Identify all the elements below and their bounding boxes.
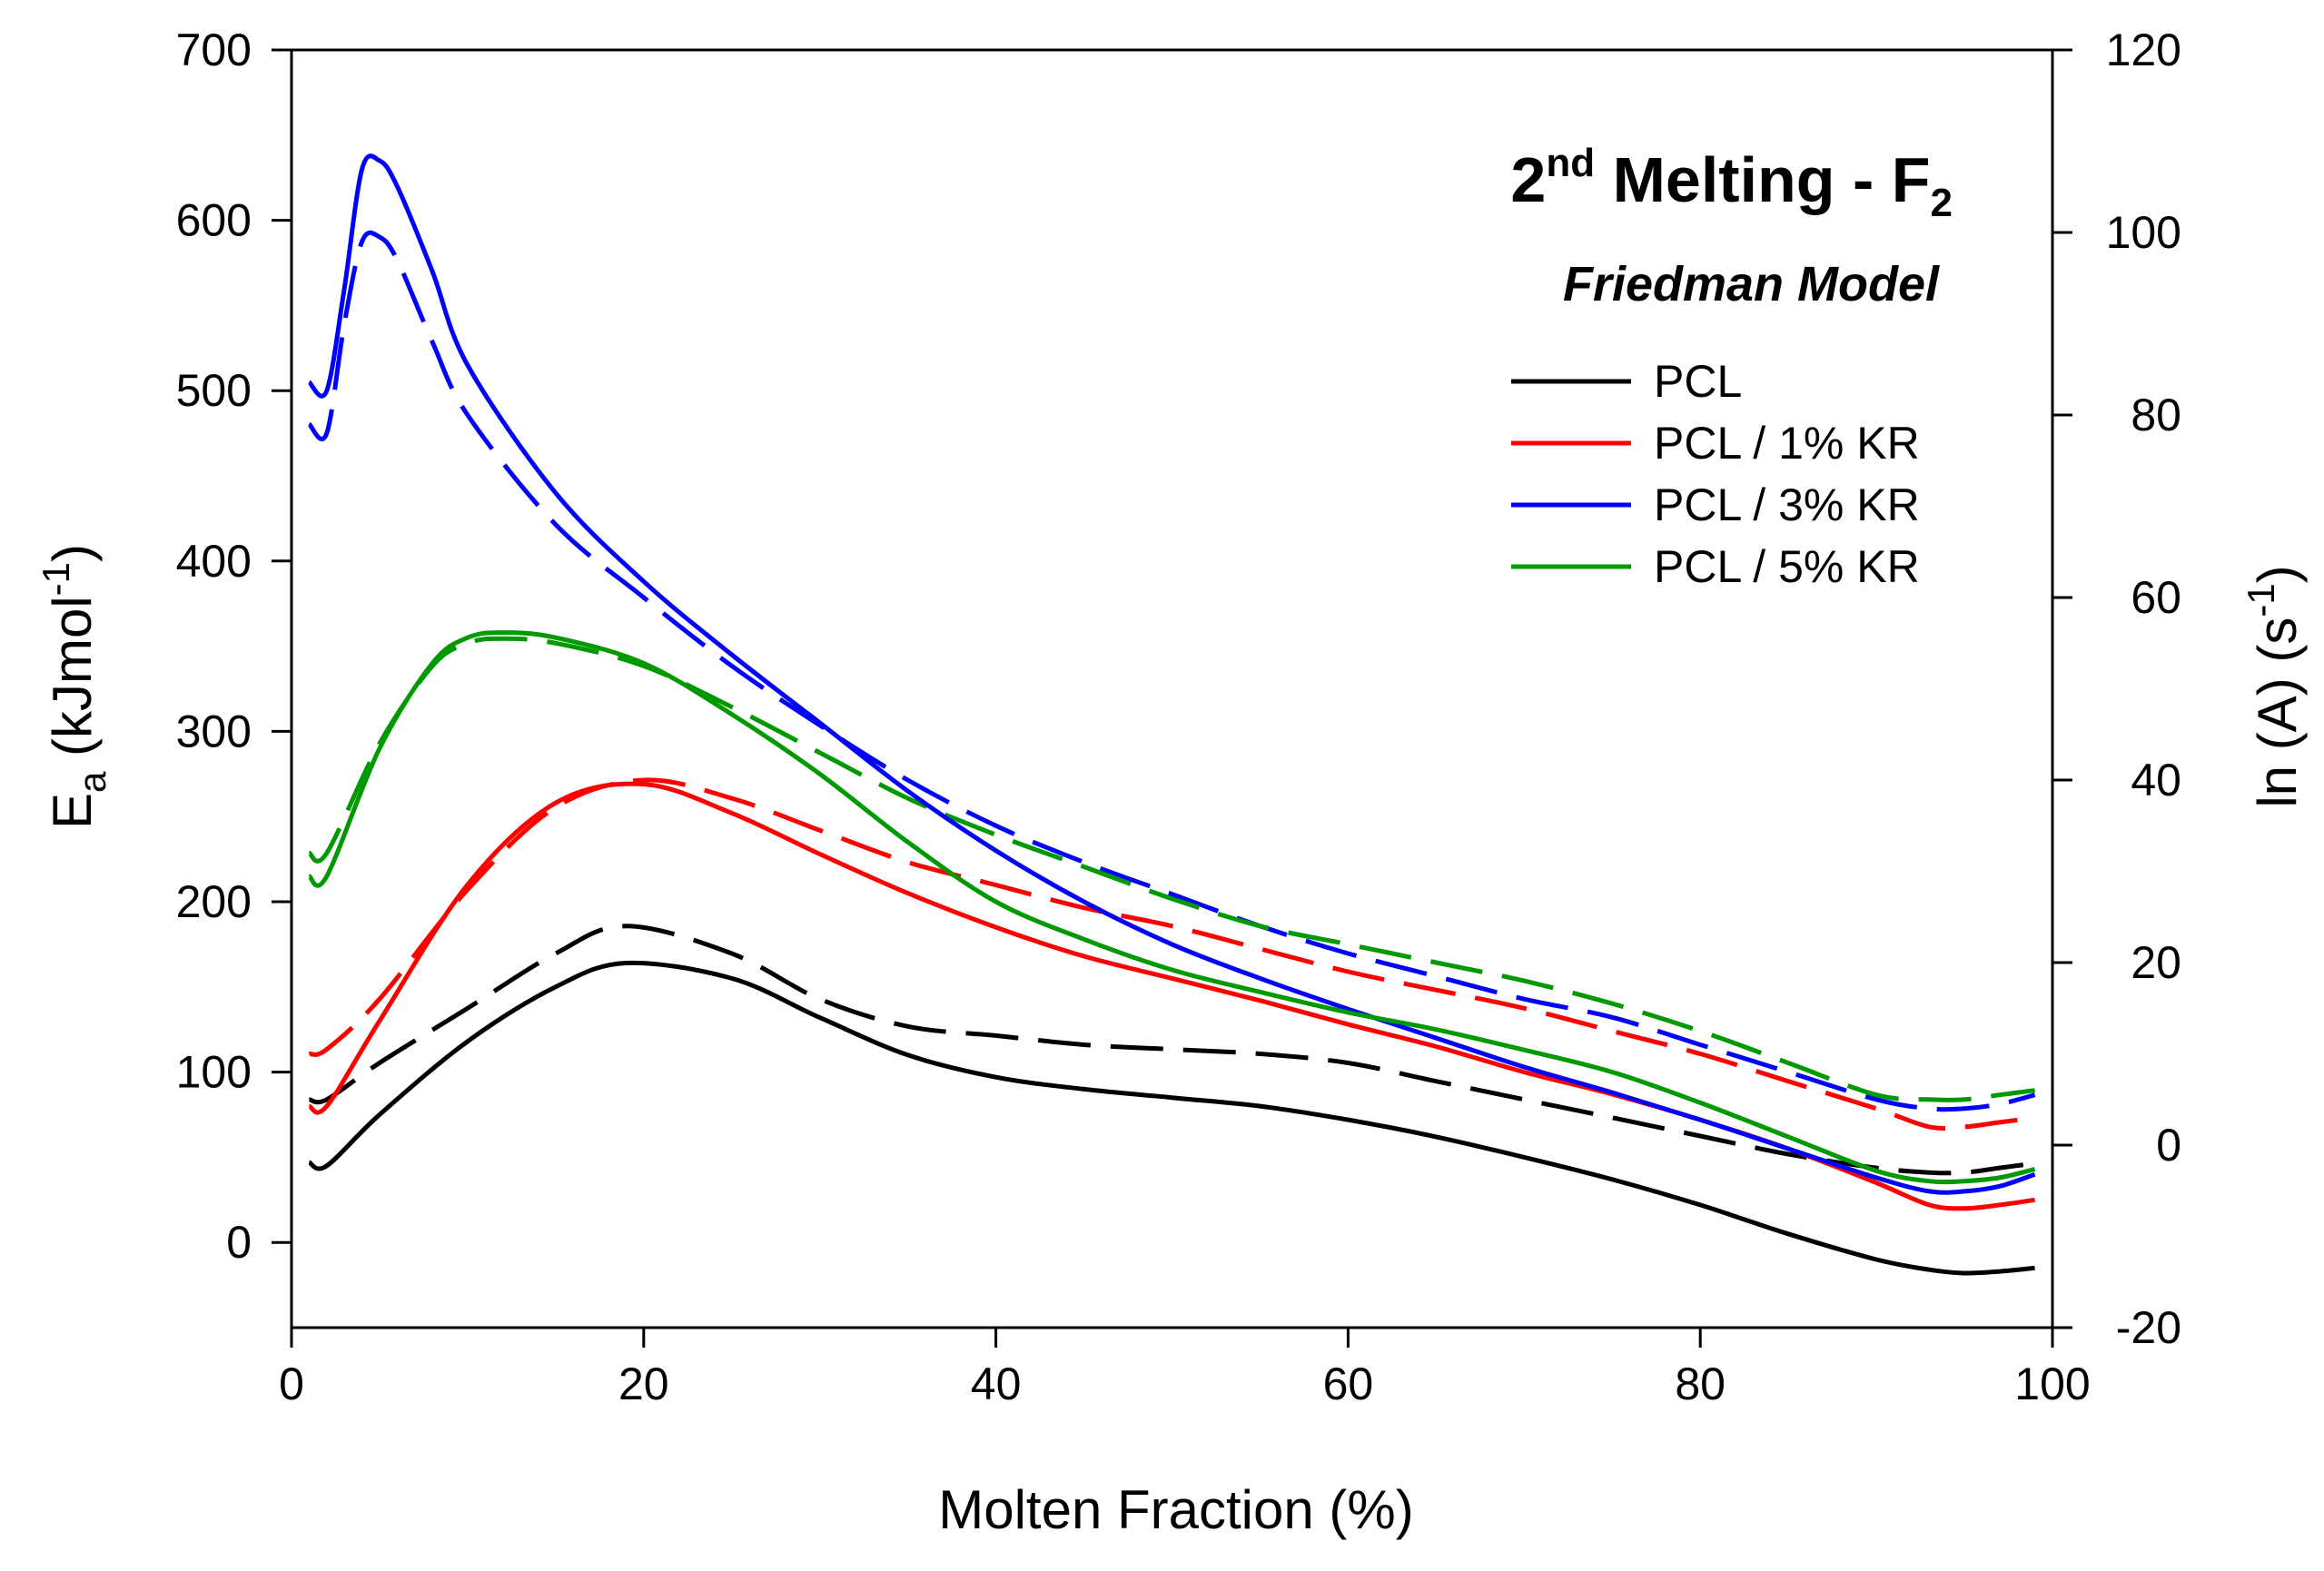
y-left-tick-label: 0 bbox=[226, 1217, 252, 1268]
series-lines bbox=[306, 153, 2036, 1276]
y-axis-title-left: Ea (kJmol-1) bbox=[35, 544, 114, 829]
y-right-tick-label: 20 bbox=[2131, 937, 2181, 988]
chart-title-prefix: 2 bbox=[1510, 144, 1546, 215]
legend-label-pcl-3-kr: PCL / 3% KR bbox=[1654, 479, 1920, 530]
y-left-title-subscript: a bbox=[71, 771, 114, 793]
y-right-tick-label: 40 bbox=[2131, 755, 2181, 805]
legend-label-pcl-1-kr: PCL / 1% KR bbox=[1654, 418, 1920, 469]
x-tick-label: 60 bbox=[1323, 1359, 1374, 1409]
y-left-tick-label: 400 bbox=[176, 536, 252, 587]
legend-label-pcl-5-kr: PCL / 5% KR bbox=[1654, 541, 1920, 592]
x-axis-title: Molten Fraction (%) bbox=[938, 1479, 1413, 1540]
x-tick-label: 100 bbox=[2014, 1359, 2090, 1409]
chart-title-superscript: nd bbox=[1546, 141, 1595, 185]
y-right-title-prefix: ln (A) (s bbox=[2247, 618, 2308, 808]
legend-label-pcl: PCL bbox=[1654, 356, 1742, 407]
chart-title-main: Melting - F bbox=[1595, 144, 1930, 215]
x-tick-label: 0 bbox=[279, 1359, 304, 1409]
x-tick-label: 20 bbox=[618, 1359, 669, 1409]
y-left-tick-label: 300 bbox=[176, 706, 252, 756]
y-left-title-base: E bbox=[42, 793, 103, 829]
series-line-pcl-ea bbox=[308, 960, 2035, 1276]
y-right-tick-label: 100 bbox=[2106, 207, 2181, 258]
x-tick-label: 40 bbox=[971, 1359, 1022, 1409]
y-left-tick-label: 100 bbox=[176, 1047, 252, 1098]
series-line-pcl-ln-a bbox=[308, 924, 2035, 1176]
y-left-title-end: ) bbox=[42, 544, 103, 562]
plot-frame bbox=[290, 48, 2054, 1329]
y-left-tick-label: 200 bbox=[176, 876, 252, 927]
y-right-tick-label: 80 bbox=[2131, 390, 2181, 440]
series-line-pcl-5-kr-ea bbox=[306, 630, 2036, 1185]
tick-marks bbox=[272, 48, 2072, 1348]
y-right-tick-label: 120 bbox=[2106, 25, 2181, 75]
y-right-tick-label: -20 bbox=[2116, 1302, 2181, 1353]
y-right-title-superscript: -1 bbox=[2240, 583, 2282, 617]
chart-title: 2nd Melting - F2 bbox=[1510, 141, 1953, 225]
y-left-tick-label: 700 bbox=[176, 25, 252, 75]
tick-labels: 0 20 40 60 80 100 0 100 200 300 400 500 600 700 -20 0 20… bbox=[176, 25, 2181, 1409]
series-line-pcl-5-kr-ln-a bbox=[308, 636, 2035, 1102]
y-axis-title-right: ln (A) (s-1) bbox=[2240, 565, 2308, 807]
y-left-tick-label: 600 bbox=[176, 195, 252, 246]
chart-subtitle: Friedman Model bbox=[1563, 257, 1940, 311]
y-left-tick-label: 500 bbox=[176, 365, 252, 416]
chart-title-subscript: 2 bbox=[1931, 181, 1953, 225]
legend: PCL PCL / 1% KR PCL / 3% KR PCL / 5% KR bbox=[1511, 356, 1920, 592]
y-right-title-end: ) bbox=[2247, 565, 2308, 583]
series-line-pcl-3-kr-ea bbox=[307, 153, 2036, 1195]
y-left-title-middle: (kJmol bbox=[42, 596, 103, 771]
y-right-tick-label: 60 bbox=[2131, 572, 2181, 623]
y-right-tick-label: 0 bbox=[2156, 1120, 2181, 1171]
series-line-pcl-1-kr-ln-a bbox=[308, 777, 2035, 1131]
y-left-title-superscript: -1 bbox=[35, 562, 77, 596]
x-tick-label: 80 bbox=[1675, 1359, 1726, 1409]
